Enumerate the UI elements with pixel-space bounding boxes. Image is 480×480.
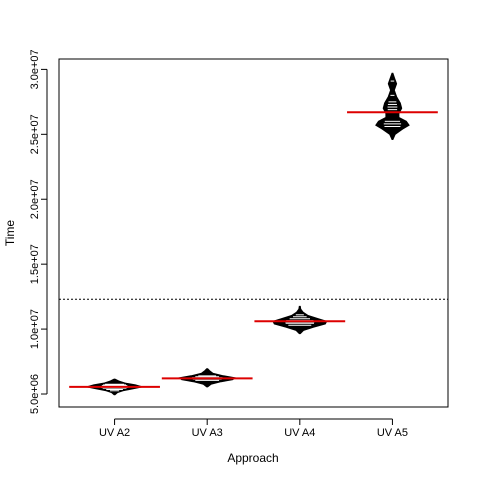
x-tick-label: UV A4 [284, 427, 315, 439]
x-tick-label: UV A2 [99, 427, 130, 439]
y-tick-label: 2.0e+07 [29, 179, 41, 219]
y-axis-label: Time [3, 220, 17, 247]
y-tick-label: 2.5e+07 [29, 114, 41, 154]
bean [254, 305, 346, 335]
bean [347, 72, 438, 140]
y-tick-label: 5.0e+06 [29, 374, 41, 414]
x-axis: UV A2 UV A3 UV A4 UV A5 [99, 418, 408, 439]
bean-shape [272, 305, 328, 335]
bean [69, 378, 160, 396]
y-axis: 5.0e+06 1.0e+07 1.5e+07 2.0e+07 2.5e+07 3.0e+… [29, 49, 48, 414]
y-tick-label: 1.5e+07 [29, 244, 41, 284]
bean [161, 368, 253, 388]
x-tick-label: UV A5 [377, 427, 408, 439]
beans-layer [69, 72, 438, 396]
plot-box [58, 58, 449, 408]
x-axis-label: Approach [227, 451, 278, 465]
y-tick-label: 3.0e+07 [29, 49, 41, 89]
x-tick-label: UV A3 [192, 427, 223, 439]
y-tick-label: 1.0e+07 [29, 309, 41, 349]
bean-shape [375, 72, 410, 140]
